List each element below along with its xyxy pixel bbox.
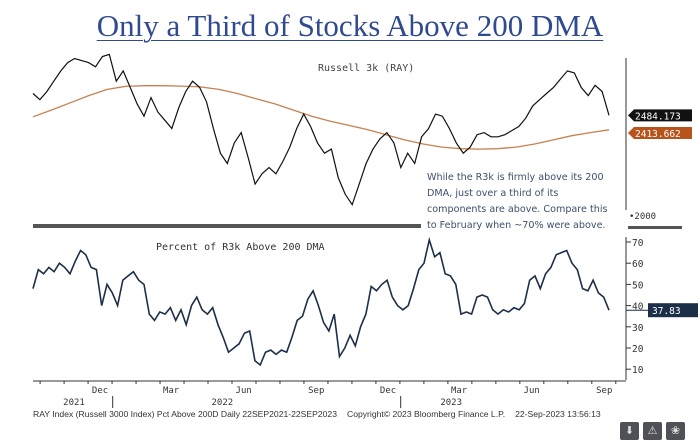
page-title: Only a Third of Stocks Above 200 DMA	[96, 8, 604, 43]
ma-200-line	[32, 85, 610, 150]
x-month-label: Dec	[92, 386, 108, 396]
footer-source: RAY Index (Russell 3000 Index) Pct Above…	[33, 409, 337, 419]
y-tick-label: 20	[632, 344, 644, 355]
x-year-label: 2023	[440, 398, 462, 408]
x-month-label: Jun	[236, 386, 252, 396]
top-chart-title: Russell 3k (RAY)	[318, 63, 414, 74]
pct-last-value-label: 37.83	[652, 306, 681, 317]
ray-price-line	[32, 53, 610, 207]
top-y-tick-label: •2000	[629, 212, 656, 222]
x-month-label: Sep	[308, 386, 324, 396]
x-month-label: Sep	[596, 386, 612, 396]
x-month-label: Dec	[380, 386, 396, 396]
x-month-label: Mar	[163, 386, 180, 396]
footer-copyright: Copyright© 2023 Bloomberg Finance L.P.	[347, 409, 505, 419]
alert-icon[interactable]: ⚠	[643, 422, 662, 440]
ray-last-value-label: 2484.173	[635, 111, 681, 122]
y-tick-label: 60	[632, 259, 644, 270]
panel-separator	[33, 224, 421, 228]
x-year-label: 2022	[212, 398, 234, 408]
ma-last-value-label: 2413.662	[635, 129, 681, 140]
y-tick-label: 40	[632, 302, 644, 313]
x-year-label: 2021	[63, 398, 85, 408]
bottom-chart-title: Percent of R3k Above 200 DMA	[156, 242, 325, 253]
y-tick-label: 30	[632, 323, 644, 334]
pct-above-200dma-line	[32, 236, 610, 367]
x-month-label: Mar	[451, 386, 468, 396]
share-icon[interactable]: ❀	[666, 422, 685, 440]
y-tick-label: 10	[632, 365, 644, 376]
y-tick-label: 50	[632, 280, 644, 291]
panel-separator-right	[628, 226, 682, 229]
annotation-text: While the R3k is firmly above its 200 DM…	[427, 172, 608, 231]
x-month-label: Jun	[524, 386, 540, 396]
y-tick-label: 70	[632, 238, 644, 249]
ma-last-value-label-bg	[628, 127, 692, 139]
ray-last-value-label-bg	[628, 109, 692, 122]
download-icon[interactable]: ⬇	[620, 422, 639, 440]
footer-timestamp: 22-Sep-2023 13:56:13	[515, 409, 601, 419]
pct-last-value-bg	[648, 303, 698, 318]
